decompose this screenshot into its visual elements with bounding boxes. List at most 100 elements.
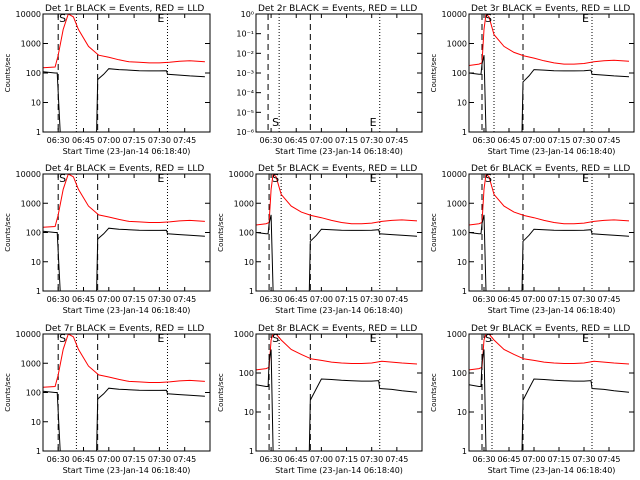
plot-frame	[42, 333, 211, 452]
x-tick-label: 07:45	[173, 455, 196, 464]
start-marker: S	[59, 332, 66, 345]
y-axis-label: Counts/sec	[4, 373, 12, 412]
series-line-2	[43, 387, 205, 451]
chart-title: Det 3r BLACK = Events, RED = LLD	[471, 4, 630, 14]
x-tick-label: 07:45	[385, 455, 408, 464]
y-tick-label: 1000	[234, 330, 254, 339]
x-tick-label: 06:45	[285, 136, 308, 145]
series-line-2	[469, 349, 630, 451]
x-tick-label: 07:15	[123, 295, 146, 304]
y-tick-label: 100	[26, 69, 41, 78]
x-axis-label: Start Time (23-Jan-14 06:18:40)	[488, 466, 616, 475]
x-tick-label: 06:45	[497, 455, 520, 464]
x-axis-label: Start Time (23-Jan-14 06:18:40)	[63, 466, 191, 475]
x-tick-label: 06:45	[497, 295, 520, 304]
x-tick-label: 06:30	[47, 455, 70, 464]
x-tick-label: 07:15	[335, 455, 358, 464]
y-tick-label: 10	[31, 99, 41, 108]
x-tick-label: 06:30	[47, 136, 70, 145]
y-tick-label: 10	[457, 258, 467, 267]
x-tick-label: 07:15	[123, 455, 146, 464]
y-tick-label: 1	[462, 128, 467, 137]
x-tick-label: 07:30	[572, 295, 595, 304]
x-tick-label: 06:30	[260, 136, 283, 145]
end-marker: E	[370, 172, 377, 185]
x-tick-label: 07:00	[310, 455, 333, 464]
y-tick-label: 10000	[442, 10, 467, 19]
chart-title: Det 6r BLACK = Events, RED = LLD	[471, 164, 630, 174]
y-tick-label: 10⁻³	[236, 69, 254, 78]
plot-frame	[42, 173, 211, 292]
y-tick-label: 10000	[229, 170, 254, 179]
x-tick-label: 07:30	[360, 136, 383, 145]
x-axis-label: Start Time (23-Jan-14 06:18:40)	[63, 147, 191, 156]
end-marker: E	[157, 172, 164, 185]
y-tick-label: 1000	[21, 359, 41, 368]
y-tick-label: 10	[244, 408, 254, 417]
series-line-2	[43, 227, 205, 291]
plot-area	[469, 14, 630, 132]
chart-title: Det 8r BLACK = Events, RED = LLD	[258, 324, 417, 334]
chart-title: Det 7r BLACK = Events, RED = LLD	[45, 324, 204, 334]
x-tick-label: 06:45	[285, 295, 308, 304]
y-tick-label: 1	[462, 287, 467, 296]
y-tick-label: 1	[36, 447, 41, 456]
y-tick-label: 1000	[447, 330, 467, 339]
x-tick-label: 07:30	[360, 455, 383, 464]
x-tick-label: 07:45	[385, 136, 408, 145]
x-tick-label: 07:00	[522, 455, 545, 464]
start-marker: S	[272, 332, 279, 345]
x-tick-label: 07:45	[173, 295, 196, 304]
plot-area	[43, 334, 205, 451]
y-tick-label: 100	[26, 229, 41, 238]
x-tick-label: 07:15	[123, 136, 146, 145]
x-tick-label: 07:00	[310, 136, 333, 145]
plot-frame	[255, 333, 423, 452]
y-tick-label: 100	[26, 389, 41, 398]
y-tick-label: 10⁻¹	[236, 30, 254, 39]
x-tick-label: 07:00	[97, 136, 120, 145]
series-line-1	[43, 14, 205, 69]
y-tick-label: 1000	[21, 199, 41, 208]
y-tick-label: 10⁰	[241, 10, 254, 19]
y-tick-label: 10000	[16, 170, 41, 179]
x-axis-label: Start Time (23-Jan-14 06:18:40)	[488, 147, 616, 156]
y-tick-label: 1	[249, 287, 254, 296]
series-line-2	[469, 55, 630, 132]
chart-title: Det 1r BLACK = Events, RED = LLD	[45, 4, 204, 14]
series-line-1	[43, 334, 205, 388]
y-tick-label: 10	[457, 408, 467, 417]
y-tick-label: 100	[452, 229, 467, 238]
start-marker: S	[59, 12, 66, 25]
start-marker: S	[485, 12, 492, 25]
end-marker: E	[582, 332, 589, 345]
y-tick-label: 1	[249, 447, 254, 456]
x-tick-label: 07:30	[572, 455, 595, 464]
y-axis-label: Counts/sec	[4, 54, 12, 93]
series-line-1	[256, 174, 418, 226]
x-tick-label: 07:45	[173, 136, 196, 145]
series-line-1	[469, 334, 630, 371]
x-axis-label: Start Time (23-Jan-14 06:18:40)	[488, 306, 616, 315]
start-marker: S	[59, 172, 66, 185]
x-tick-label: 07:45	[597, 455, 620, 464]
y-tick-label: 1000	[234, 199, 254, 208]
plot-area	[469, 174, 630, 291]
plot-frame	[468, 13, 635, 133]
x-tick-label: 07:00	[522, 136, 545, 145]
x-axis-label: Start Time (23-Jan-14 06:18:40)	[275, 147, 403, 156]
plot-area	[256, 174, 418, 291]
x-axis-label: Start Time (23-Jan-14 06:18:40)	[63, 306, 191, 315]
series-line-1	[469, 174, 630, 226]
x-tick-label: 07:00	[97, 455, 120, 464]
chart-title: Det 4r BLACK = Events, RED = LLD	[45, 164, 204, 174]
plot-frame	[255, 13, 423, 133]
